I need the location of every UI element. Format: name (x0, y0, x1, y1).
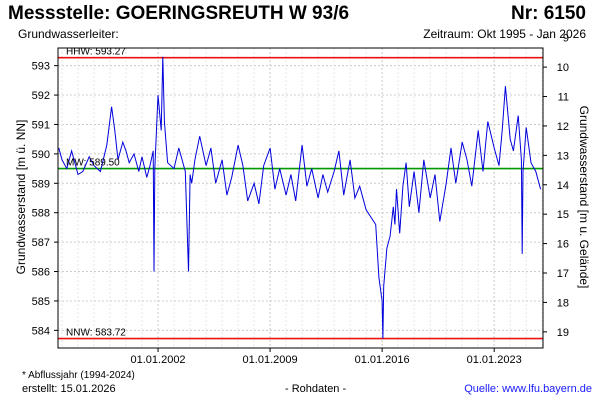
y-axis-label-left: Grundwasserstand [m ü. NN] (14, 120, 28, 275)
y-tick-label-right: 18 (557, 297, 569, 309)
station-number: Nr: 6150 (511, 3, 586, 24)
reference-line-label: MW: 589.50 (66, 158, 120, 169)
x-tick-label: 01.01.2009 (243, 354, 298, 366)
y-axis-label-right: Grundwasserstand [m u. Gelände] (577, 106, 591, 289)
grid (58, 48, 543, 348)
created-date: erstellt: 15.01.2026 (22, 383, 116, 395)
source-link[interactable]: Quelle: www.lfu.bayern.de (464, 383, 592, 395)
y-tick-label-left: 593 (32, 61, 50, 73)
reference-line-label: NNW: 583.72 (66, 328, 126, 339)
y-tick-label-left: 589 (32, 178, 50, 190)
reference-lines (58, 56, 543, 340)
y-tick-label-left: 585 (32, 296, 50, 308)
reference-line-label: HHW: 593.27 (66, 47, 126, 58)
y-tick-label-right: 12 (557, 121, 569, 133)
aquifer-label: Grundwasserleiter: (18, 27, 119, 41)
x-tick-label: 01.01.2023 (467, 354, 522, 366)
x-tick-label: 01.01.2002 (131, 354, 186, 366)
footnote: * Abflussjahr (1994-2024) (22, 370, 135, 381)
axes: 584 585 586 587 588 589 590 591 592 593 9 10 11 12 13 1… (32, 33, 569, 366)
y-tick-label-right: 10 (557, 62, 569, 74)
y-tick-label-right: 14 (557, 180, 569, 192)
y-tick-label-left: 586 (32, 267, 50, 279)
y-tick-label-right: 9 (563, 33, 569, 45)
y-tick-label-right: 11 (558, 92, 569, 104)
series-layer: HHW: 593.27 MW: 589.50 NNW: 583.72 (58, 47, 542, 339)
y-tick-label-left: 584 (32, 325, 50, 337)
y-tick-label-left: 590 (32, 149, 50, 161)
y-tick-label-left: 588 (32, 208, 50, 220)
series-line (58, 56, 542, 339)
plot-frame (57, 47, 544, 349)
y-tick-label-right: 16 (557, 239, 569, 251)
x-tick-label: 01.01.2016 (355, 354, 410, 366)
raw-data-label: - Rohdaten - (285, 383, 347, 395)
station-title: Messstelle: GOERINGSREUTH W 93/6 (8, 3, 350, 24)
y-tick-label-right: 15 (557, 209, 569, 221)
y-tick-label-right: 17 (557, 268, 569, 280)
y-tick-label-right: 13 (557, 150, 569, 162)
y-tick-label-left: 591 (32, 119, 50, 131)
y-tick-label-right: 19 (557, 327, 569, 339)
y-tick-label-left: 592 (32, 90, 50, 102)
y-tick-label-left: 587 (32, 237, 50, 249)
